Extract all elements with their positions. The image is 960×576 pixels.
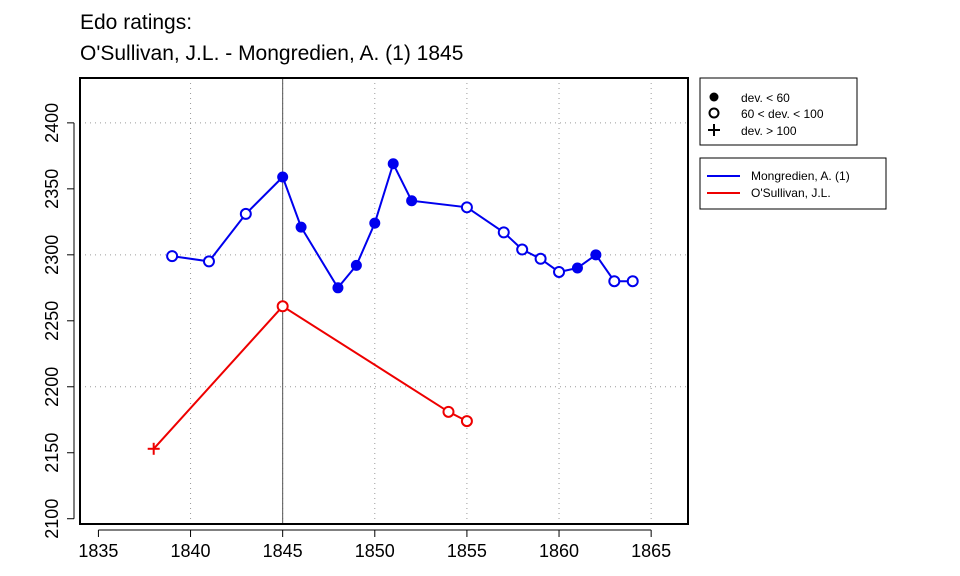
- y-tick-label: 2150: [42, 433, 62, 473]
- x-tick-label: 1840: [171, 541, 211, 561]
- data-point-plus: [147, 442, 160, 455]
- data-point-open: [202, 255, 215, 268]
- y-axis: 2100 2150 2200 2250 2300 2350 2400: [42, 103, 75, 539]
- data-point-open: [166, 250, 179, 263]
- series-lines: [152, 161, 633, 450]
- y-tick-label: 2250: [42, 301, 62, 341]
- data-point-open: [534, 252, 547, 265]
- chart-title-line-2: O'Sullivan, J.L. - Mongredien, A. (1) 18…: [80, 42, 463, 65]
- y-tick-label: 2400: [42, 103, 62, 143]
- y-tick-label: 2100: [42, 499, 62, 539]
- x-tick-label: 1855: [447, 541, 487, 561]
- y-tick-label: 2350: [42, 169, 62, 209]
- data-point-open: [442, 405, 455, 418]
- x-tick-label: 1835: [78, 541, 118, 561]
- data-point-open: [276, 300, 289, 313]
- data-point-filled: [387, 158, 399, 170]
- data-point-filled: [277, 171, 289, 183]
- marker-legend-label: dev. < 60: [741, 91, 790, 105]
- data-point-filled: [295, 221, 307, 233]
- x-tick-label: 1865: [631, 541, 671, 561]
- x-tick-label: 1850: [355, 541, 395, 561]
- data-point-open: [497, 226, 510, 239]
- data-point-filled: [571, 262, 583, 274]
- data-point-open: [553, 265, 566, 278]
- series-legend-label: Mongredien, A. (1): [751, 169, 850, 183]
- data-point-open: [516, 243, 529, 256]
- series-legend-label: O'Sullivan, J.L.: [751, 186, 831, 200]
- legend-filled-circle-icon: [709, 92, 719, 102]
- data-point-filled: [350, 259, 362, 271]
- data-point-open: [460, 415, 473, 428]
- series-line: [152, 305, 468, 450]
- plot-frame: [79, 77, 689, 525]
- data-point-open: [608, 275, 621, 288]
- data-point-open: [239, 207, 252, 220]
- data-point-open: [460, 201, 473, 214]
- y-tick-label: 2200: [42, 367, 62, 407]
- data-point-open: [626, 275, 639, 288]
- marker-legend-box: [699, 77, 858, 146]
- x-tick-label: 1845: [263, 541, 303, 561]
- series-legend: Mongredien, A. (1) O'Sullivan, J.L.: [699, 157, 887, 210]
- marker-legend-label: dev. > 100: [741, 124, 797, 138]
- marker-legend-label: 60 < dev. < 100: [741, 107, 824, 121]
- x-tick-label: 1860: [539, 541, 579, 561]
- legend-plus-icon: [708, 124, 720, 136]
- series-legend-box: [699, 157, 887, 210]
- x-axis: 1835 1840 1845 1850 1855 1860 1865: [78, 529, 671, 561]
- data-points: [147, 158, 639, 455]
- data-point-filled: [332, 282, 344, 294]
- grid-lines: [80, 78, 688, 524]
- marker-legend: dev. < 60 60 < dev. < 100 dev. > 100: [699, 77, 858, 146]
- data-point-filled: [369, 217, 381, 229]
- y-tick-label: 2300: [42, 235, 62, 275]
- data-point-filled: [590, 249, 602, 261]
- legend-open-circle-icon: [708, 107, 720, 119]
- data-point-filled: [406, 195, 418, 207]
- chart-title-line-1: Edo ratings:: [80, 11, 192, 34]
